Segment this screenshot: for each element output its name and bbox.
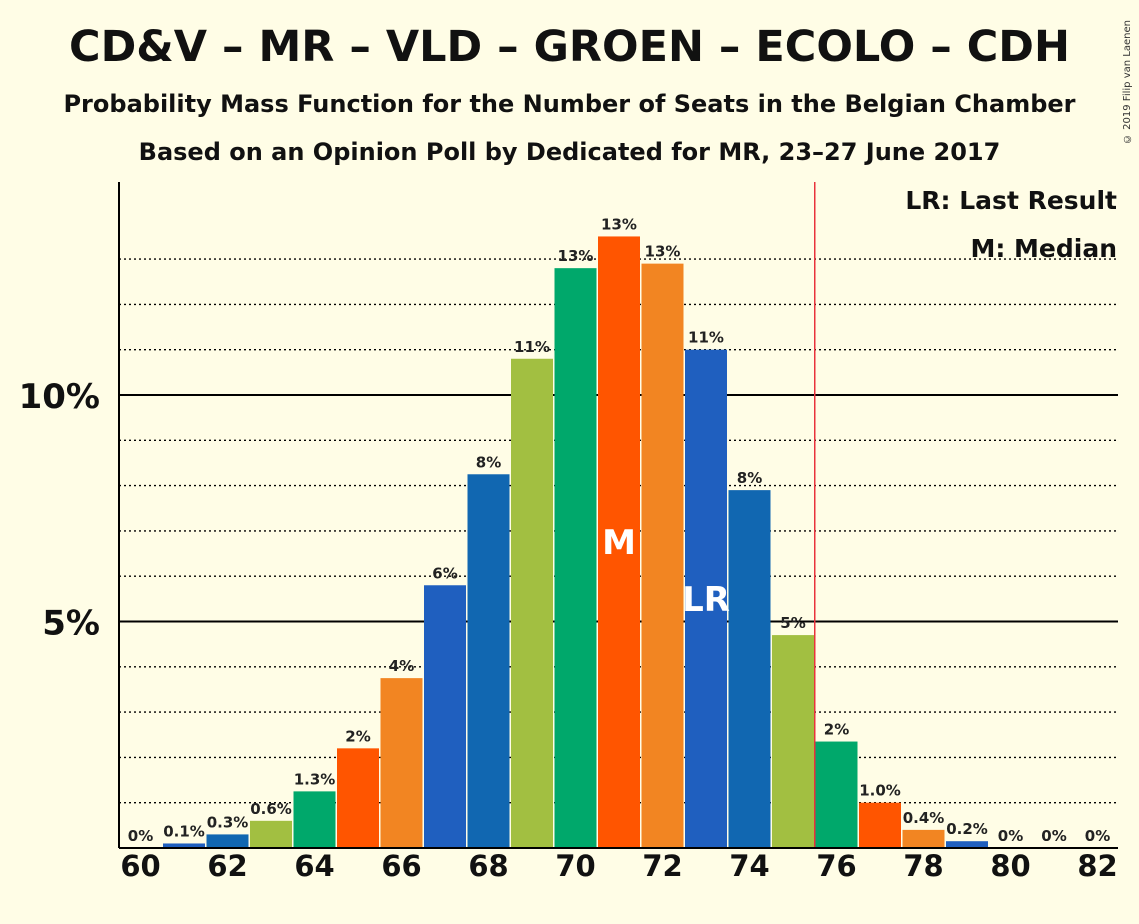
bar-70	[554, 268, 597, 848]
x-tick-label-74: 74	[729, 849, 769, 883]
bar-68	[467, 474, 510, 848]
y-tick-label: 10%	[19, 377, 100, 417]
bar-77	[859, 802, 901, 848]
bar-72	[641, 263, 684, 848]
value-label-67: 6%	[432, 564, 457, 582]
bar-61	[163, 843, 205, 848]
legend-last-result: LR: Last Result	[905, 186, 1117, 215]
x-tick-label-76: 76	[816, 849, 856, 883]
value-label-76: 2%	[824, 721, 849, 739]
value-label-70: 13%	[558, 247, 594, 265]
median-marker: M	[602, 523, 636, 563]
bar-66	[380, 678, 423, 848]
x-tick-label-62: 62	[207, 849, 247, 883]
value-label-82: 0%	[1085, 827, 1110, 845]
x-tick-label-60: 60	[120, 849, 160, 883]
bar-64	[293, 791, 336, 848]
bar-71	[598, 236, 640, 848]
value-label-60: 0%	[128, 827, 153, 845]
value-label-81: 0%	[1041, 827, 1066, 845]
value-label-74: 8%	[737, 469, 762, 487]
bar-76	[815, 741, 858, 848]
bar-65	[337, 748, 379, 848]
bar-73	[685, 349, 727, 848]
x-tick-label-66: 66	[381, 849, 421, 883]
chart-subtitle: Probability Mass Function for the Number…	[63, 90, 1076, 118]
bar-62	[206, 834, 249, 848]
x-tick-label-78: 78	[903, 849, 943, 883]
value-label-65: 2%	[345, 727, 370, 745]
value-label-62: 0.3%	[207, 813, 249, 831]
value-label-64: 1.3%	[294, 770, 336, 788]
x-tick-label-64: 64	[294, 849, 334, 883]
value-label-66: 4%	[389, 657, 414, 675]
value-label-78: 0.4%	[903, 809, 945, 827]
bar-75	[772, 635, 814, 848]
y-tick-label: 5%	[42, 604, 100, 644]
bar-63	[250, 820, 292, 848]
x-tick-label-82: 82	[1077, 849, 1117, 883]
x-tick-label-80: 80	[990, 849, 1030, 883]
value-label-68: 8%	[476, 453, 501, 471]
bar-74	[728, 490, 771, 848]
bar-67	[424, 585, 466, 848]
value-label-73: 11%	[688, 329, 724, 347]
value-label-79: 0.2%	[946, 820, 988, 838]
bar-79	[946, 841, 988, 848]
chart-title: CD&V – MR – VLD – GROEN – ECOLO – CDH	[69, 22, 1070, 72]
bar-78	[902, 829, 945, 848]
value-label-69: 11%	[514, 338, 550, 356]
value-label-63: 0.6%	[250, 800, 292, 818]
x-tick-label-68: 68	[468, 849, 508, 883]
value-label-71: 13%	[601, 215, 637, 233]
x-tick-label-72: 72	[642, 849, 682, 883]
value-label-77: 1.0%	[859, 782, 901, 800]
x-tick-label-70: 70	[555, 849, 595, 883]
value-label-61: 0.1%	[163, 822, 205, 840]
chart-subtitle-2: Based on an Opinion Poll by Dedicated fo…	[138, 138, 1001, 166]
last-result-marker: LR	[682, 580, 730, 620]
value-label-72: 13%	[645, 243, 681, 261]
legend-median: M: Median	[970, 234, 1117, 263]
value-label-75: 5%	[780, 614, 805, 632]
bar-69	[511, 358, 553, 848]
value-label-80: 0%	[998, 827, 1023, 845]
